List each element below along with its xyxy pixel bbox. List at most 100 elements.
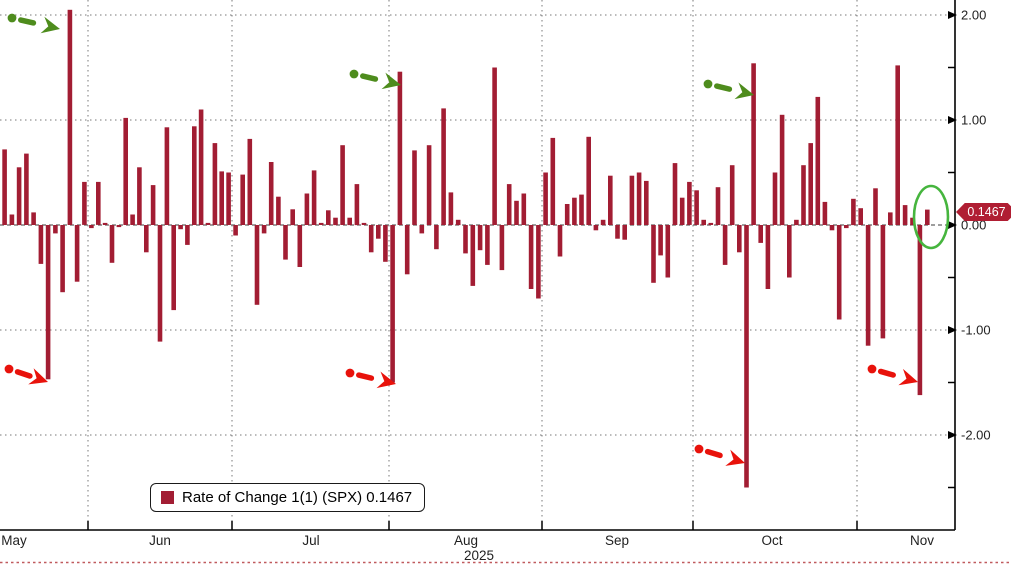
bar (361, 222, 367, 225)
red-arrow-icon (898, 368, 918, 386)
bar (261, 225, 267, 234)
bar (130, 214, 135, 225)
bar (164, 127, 170, 225)
bar (629, 175, 635, 225)
bar (687, 181, 692, 225)
bar (492, 67, 497, 225)
bar (426, 145, 432, 225)
y-tick-label: -1.00 (961, 323, 991, 338)
red-arrow-icon-dash (356, 372, 375, 381)
bar (829, 225, 835, 231)
legend-swatch-icon (161, 491, 174, 504)
bar (694, 190, 699, 225)
bar (917, 225, 923, 396)
red-arrow-icon (725, 449, 745, 466)
bar (880, 225, 886, 339)
green-arrow-icon (40, 16, 60, 34)
bar (276, 196, 281, 226)
green-arrow-icon-dot (7, 13, 17, 23)
bar (74, 225, 80, 282)
month-label: Jul (302, 533, 319, 548)
last-price-badge: 0.1467 (956, 203, 1011, 221)
bar (441, 108, 446, 225)
bar (477, 225, 483, 251)
bar (844, 225, 849, 229)
bar (836, 225, 842, 320)
bar (137, 167, 142, 226)
bar (665, 225, 671, 278)
bar (368, 225, 374, 253)
bar (506, 184, 512, 226)
bar (651, 225, 656, 283)
tick-arrow-icon (948, 431, 957, 439)
bar (157, 225, 163, 342)
bar (376, 225, 381, 239)
y-tick-label: 0.00 (961, 218, 986, 233)
bar (564, 204, 570, 225)
bar (744, 225, 749, 488)
red-arrow-icon-dash (877, 368, 896, 378)
tick-arrow-icon (948, 221, 957, 229)
bar (858, 208, 863, 225)
bar (226, 172, 231, 225)
bar (528, 225, 534, 289)
bar (772, 172, 778, 225)
bar (593, 225, 599, 231)
y-tick-label: 1.00 (961, 113, 986, 128)
bar (340, 145, 345, 225)
month-label: Jun (149, 533, 171, 548)
bar (701, 219, 706, 226)
bar (751, 63, 756, 225)
bar (404, 225, 410, 275)
bar (737, 225, 742, 253)
bar (171, 225, 176, 311)
tick-arrow-icon (948, 116, 957, 124)
bar (722, 225, 728, 265)
bar (902, 205, 908, 225)
bar (779, 114, 785, 226)
bar (572, 197, 577, 225)
bar (586, 136, 591, 225)
tick-arrow-icon (948, 11, 957, 19)
bar (24, 153, 29, 225)
bar (45, 225, 51, 380)
green-arrow-icon-dash (360, 73, 379, 82)
bar (729, 165, 735, 225)
bar (116, 225, 122, 228)
bar (873, 188, 878, 226)
red-arrow-icon-dot (4, 364, 14, 374)
bar (808, 143, 813, 225)
bar (268, 162, 274, 225)
green-arrow-icon-dot (703, 79, 713, 89)
highlight-ellipse (912, 184, 950, 250)
bar (758, 225, 763, 243)
bar (557, 225, 563, 257)
bar (448, 192, 454, 225)
bar (290, 209, 295, 226)
bar (318, 222, 324, 225)
bar (383, 225, 388, 262)
bar (60, 225, 65, 293)
month-label: Oct (761, 533, 782, 548)
bar (608, 175, 613, 225)
bar (109, 225, 115, 263)
bar (397, 71, 403, 225)
bar (644, 180, 649, 225)
legend[interactable]: Rate of Change 1(1) (SPX) 0.1467 (150, 483, 426, 512)
bar (822, 201, 828, 225)
bar (67, 9, 73, 225)
red-arrow-icon-dash (14, 369, 33, 379)
bar (390, 225, 395, 383)
bar (123, 117, 128, 225)
bar (192, 126, 197, 225)
bar (787, 225, 792, 278)
bar (636, 172, 642, 225)
bar (658, 225, 663, 256)
bar (9, 214, 15, 225)
bar (550, 137, 556, 225)
bar (434, 225, 439, 250)
bar (622, 225, 627, 240)
green-arrow-icon (734, 82, 754, 100)
bar (254, 225, 260, 305)
